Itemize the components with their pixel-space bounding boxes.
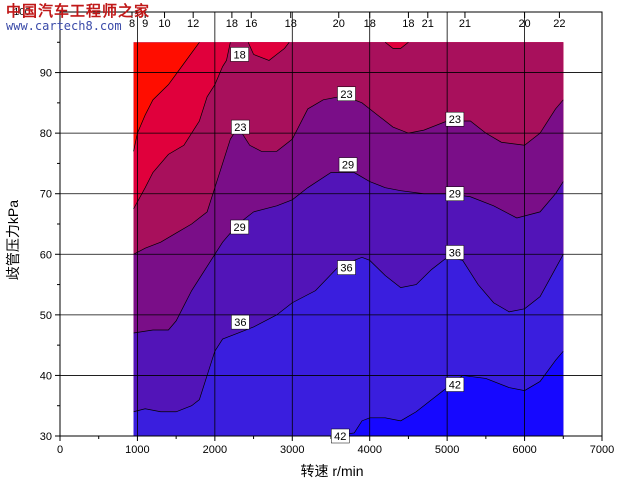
contour-label-text: 23 [234,122,246,134]
contour-band [248,42,290,61]
contour-label-box [445,186,465,201]
top-label: 16 [245,18,257,30]
watermark-url: www.cartech8.com [6,18,122,33]
contour-label: 29 [230,219,249,235]
top-label: 18 [226,18,238,30]
top-label: 9 [142,18,148,30]
contour-label-text: 42 [449,380,461,392]
y-tick-label: 60 [40,249,52,261]
grid [60,12,602,436]
y-tick-label: 30 [40,431,52,443]
y-tick-label: 90 [40,68,52,80]
x-tick-label: 4000 [357,444,381,456]
y-axis: 30 40 50 60 70 80 90 100 [14,7,60,443]
contour-line [330,350,564,437]
y-tick-label: 50 [40,310,52,322]
contour-label-text: 23 [449,114,461,126]
contour-label: 18 [230,47,249,62]
y-tick-label-top: 100 [14,7,31,18]
contour-label: 23 [231,119,250,135]
y-axis-label: 歧管压力kPa [5,200,21,280]
contour-label: 36 [337,260,356,275]
y-tick-label: 70 [40,189,52,201]
x-tick-label: 6000 [512,444,536,456]
top-label: 22 [553,18,565,30]
contour-label: 29 [445,186,465,201]
contour-label-box [331,428,350,444]
contour-label-text: 42 [334,431,346,443]
contour-labels: 18 23 23 23 29 29 29 36 36 36 42 42 [230,47,465,444]
top-label: 8 [129,18,135,30]
x-tick-label: 5000 [435,444,459,456]
contour-label-box [445,245,465,260]
contour-label: 36 [231,314,250,330]
contour-label: 23 [337,86,356,102]
contour-label-text: 23 [340,89,352,101]
contour-label-box [231,314,250,330]
contour-label-box [445,111,465,127]
top-axis-labels: 8 9 10 12 18 16 18 20 18 18 21 21 20 22 [129,12,566,30]
contour-label-box [445,377,465,392]
contour-label: 36 [445,245,465,260]
contour-label-text: 36 [340,263,352,275]
x-tick-label: 7000 [590,444,614,456]
contour-label-text: 18 [234,49,246,61]
contour-line [133,172,564,334]
x-tick-label: 3000 [280,444,304,456]
y-tick-label: 40 [40,370,52,382]
contour-label-box [230,219,249,235]
contour-label-box [337,260,356,275]
contour-line [384,42,409,49]
contour-label-text: 29 [234,222,246,234]
top-label: 21 [422,18,434,30]
contour-label: 23 [445,111,465,127]
top-label: 10 [158,18,170,30]
contour-bands [133,42,564,437]
contour-line [133,42,231,210]
top-label: 18 [364,18,376,30]
x-tick-label: 1000 [125,444,149,456]
contour-label-text: 29 [449,189,461,201]
contour-label: 42 [331,428,350,444]
contour-label-box [337,86,356,102]
contour-label: 42 [445,377,465,392]
top-label: 20 [333,18,345,30]
contour-line [247,42,290,61]
contour-label-text: 29 [342,160,354,172]
x-tick-label: 2000 [203,444,227,456]
contour-label-box [230,47,249,62]
contour-label: 29 [338,157,358,172]
watermark: 中国汽车工程师之家 www.cartech8.com [6,2,151,33]
contour-band [385,42,409,49]
contour-label-box [231,119,250,135]
top-label: 18 [402,18,414,30]
contour-label-text: 36 [234,317,246,329]
contour-label-box [338,157,358,172]
x-axis-label: 转速 r/min [301,463,364,479]
top-label: 20 [518,18,530,30]
watermark-chinese: 中国汽车工程师之家 [6,2,151,20]
top-label: 12 [187,18,199,30]
x-axis: 0 1000 2000 3000 4000 5000 6000 7000 [57,436,614,456]
x-tick-label: 0 [57,444,63,456]
top-label: 18 [285,18,297,30]
y-tick-label: 80 [40,128,52,140]
contour-label-text: 36 [449,247,461,259]
top-label: 21 [459,18,471,30]
